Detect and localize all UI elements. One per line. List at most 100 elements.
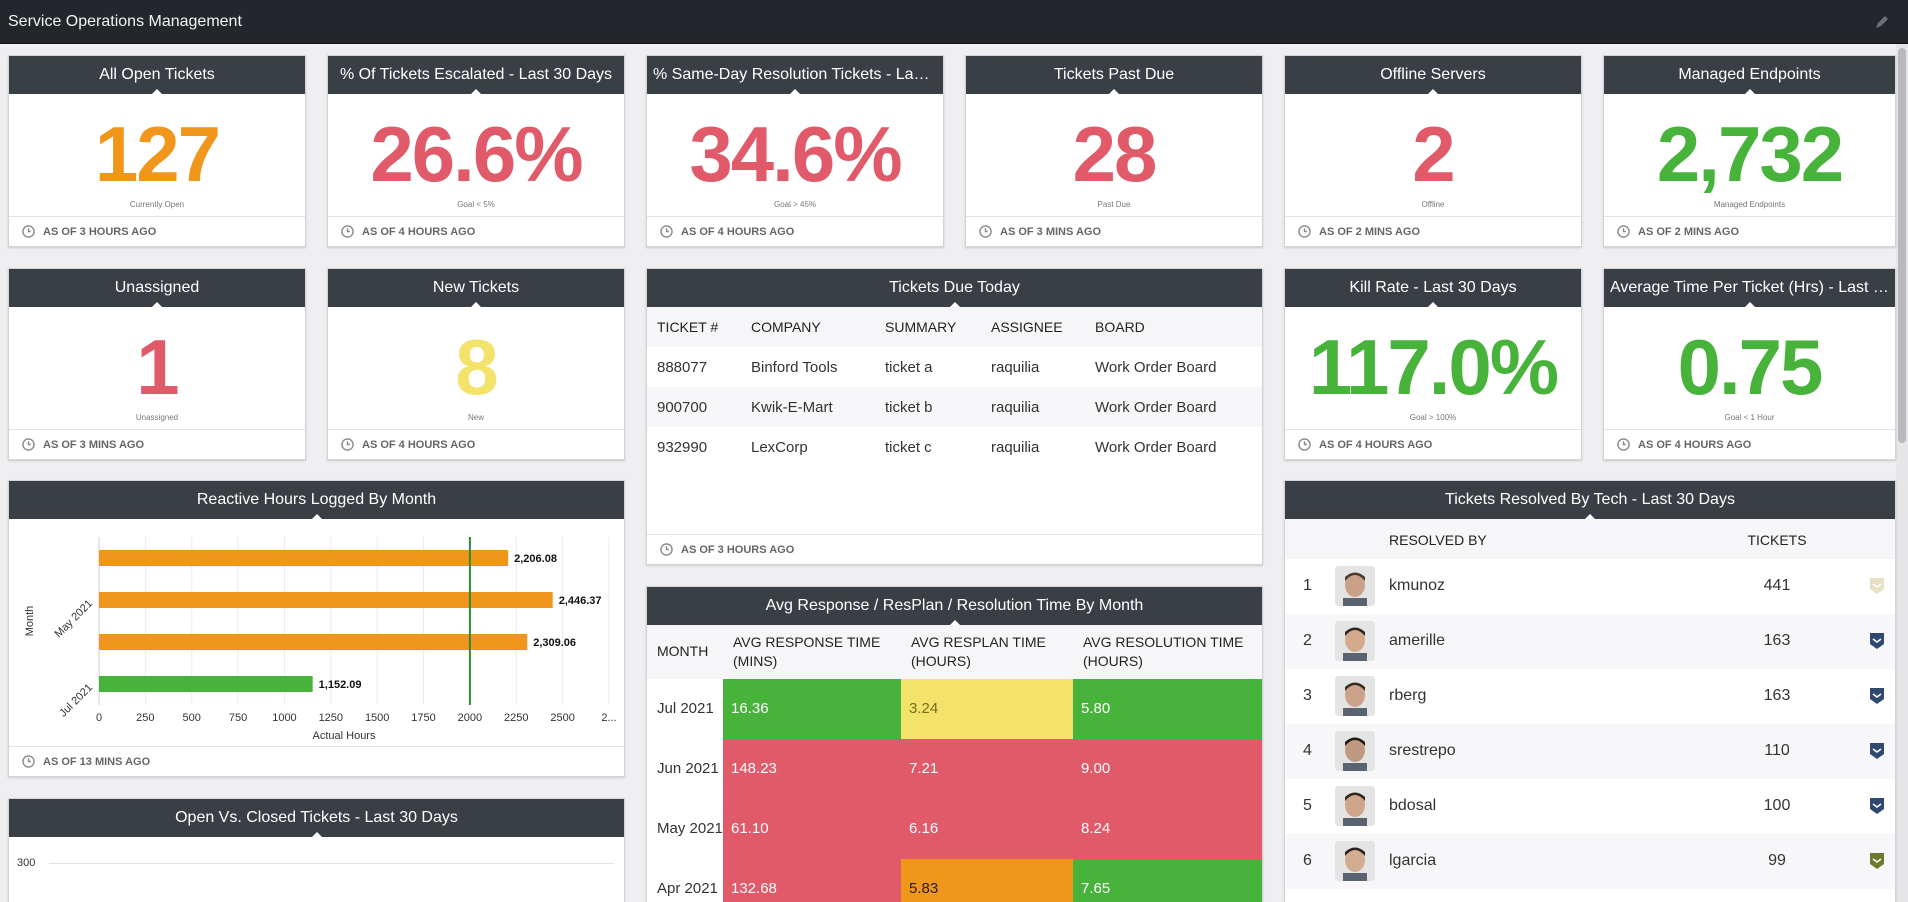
rank-badge-icon [1870,688,1884,704]
clock-icon [979,225,992,238]
month-cell: Apr 2021 [647,859,723,902]
rank: 1 [1303,577,1312,594]
list-item[interactable]: 5 bdosal 100 [1285,779,1895,834]
month-cell: Jun 2021 [647,739,723,799]
panel-title: Reactive Hours Logged By Month [9,481,624,519]
column-header[interactable]: AVG RESOLUTION TIME (HOURS) [1073,625,1262,679]
bar-value-label: 1,152.09 [319,679,362,691]
kpi-value: 28 [1072,110,1158,198]
kpi-subtitle: New [467,413,484,422]
kpi-kill-rate[interactable]: Kill Rate - Last 30 Days 117.0% Goal > 1… [1284,268,1582,460]
last-updated-text: AS OF 3 MINS AGO [43,439,145,451]
kpi-subtitle: Goal < 5% [457,200,495,209]
rank-badge-icon [1870,798,1884,814]
kpi-subtitle: Unassigned [135,413,179,422]
kpi-all-open-tickets[interactable]: All Open Tickets 127 Currently Open AS O… [8,55,306,247]
kpi-title: % Of Tickets Escalated - Last 30 Days [328,56,624,94]
last-updated: AS OF 4 HOURS AGO [328,216,624,246]
table-row[interactable]: Apr 2021 132.68 5.83 7.65 [647,859,1262,902]
list-item[interactable]: 6 lgarcia 99 [1285,834,1895,889]
tickets-due-today-panel: Tickets Due Today TICKET # COMPANY SUMMA… [646,268,1263,565]
clock-icon [660,543,673,556]
bar-value-label: 2,446.37 [559,595,602,607]
kpi-managed-endpoints[interactable]: Managed Endpoints 2,732 Managed Endpoint… [1603,55,1896,247]
column-header[interactable]: RESOLVED BY [1389,532,1487,548]
panel-title: Tickets Resolved By Tech - Last 30 Days [1285,481,1895,519]
column-header[interactable]: TICKETS [1747,532,1807,548]
y-tick-label: Jul 2021 [57,682,95,720]
table-row[interactable]: 932990 LexCorp ticket c raquilia Work Or… [647,427,1262,467]
open-vs-closed-panel: Open Vs. Closed Tickets - Last 30 Days 3… [8,798,625,902]
metric-cell: 6.16 [901,799,1073,859]
board: Work Order Board [1085,387,1262,427]
metric-cell: 8.24 [1073,799,1262,859]
x-tick-label: 2000 [458,712,482,724]
table-header-row: MONTH AVG RESPONSE TIME (MINS) AVG RESPL… [647,625,1262,679]
kpi-value: 8 [455,323,498,411]
kpi-unassigned[interactable]: Unassigned 1 Unassigned AS OF 3 MINS AGO [8,268,306,460]
table-header-row: TICKET # COMPANY SUMMARY ASSIGNEE BOARD [647,307,1262,347]
last-updated: AS OF 4 HOURS AGO [647,216,943,246]
table-row[interactable]: May 2021 61.10 6.16 8.24 [647,799,1262,859]
assignee: raquilia [991,438,1040,456]
ticket-count: 100 [1763,797,1791,814]
kpi-value: 0.75 [1677,323,1824,411]
table-row[interactable]: Jul 2021 16.36 3.24 5.80 [647,679,1262,739]
metric-cell: 16.36 [723,679,901,739]
kpi-title: Offline Servers [1285,56,1581,94]
table-row[interactable]: 900700 Kwik-E-Mart ticket b raquilia Wor… [647,387,1262,427]
clock-icon [1617,438,1630,451]
assignee: raquilia [991,358,1040,376]
kpi-tickets-escalated[interactable]: % Of Tickets Escalated - Last 30 Days 26… [327,55,625,247]
column-header[interactable]: MONTH [647,625,723,679]
kpi-offline-servers[interactable]: Offline Servers 2 Offline AS OF 2 MINS A… [1284,55,1582,247]
metric-cell: 7.21 [901,739,1073,799]
last-updated-text: AS OF 3 HOURS AGO [681,544,795,556]
tech-name: srestrepo [1389,742,1456,759]
list-item[interactable]: 1 kmunoz 441 [1285,559,1895,614]
x-tick-label: 1250 [319,712,343,724]
kpi-same-day-resolution[interactable]: % Same-Day Resolution Tickets - Last ...… [646,55,944,247]
last-updated: AS OF 3 HOURS AGO [9,216,305,246]
avg-response-table: MONTH AVG RESPONSE TIME (MINS) AVG RESPL… [647,625,1262,902]
column-header[interactable]: AVG RESPONSE TIME (MINS) [723,625,901,679]
board: Work Order Board [1095,438,1217,456]
avatar [1335,566,1375,606]
column-header[interactable]: SUMMARY [875,307,981,347]
column-header[interactable]: AVG RESPLAN TIME (HOURS) [901,625,1073,679]
x-tick-label: 2500 [550,712,574,724]
column-header[interactable]: ASSIGNEE [981,307,1085,347]
kpi-tickets-past-due[interactable]: Tickets Past Due 28 Past Due AS OF 3 MIN… [965,55,1263,247]
table-row[interactable]: Jun 2021 148.23 7.21 9.00 [647,739,1262,799]
last-updated-text: AS OF 13 MINS AGO [43,756,151,768]
bar-value-label: 2,206.08 [514,553,557,565]
list-item[interactable]: 4 srestrepo 110 [1285,724,1895,779]
table-row[interactable]: 888077 Binford Tools ticket a raquilia W… [647,347,1262,387]
kpi-value: 127 [94,110,221,198]
last-updated-text: AS OF 4 HOURS AGO [362,226,476,238]
column-header[interactable]: TICKET # [647,307,741,347]
ticket-number: 888077 [657,358,708,376]
edit-icon[interactable] [1874,14,1890,30]
last-updated: AS OF 3 HOURS AGO [647,534,1262,564]
kpi-subtitle: Goal < 1 Hour [1724,413,1775,422]
metric-cell: 5.83 [901,859,1073,902]
kpi-average-time-per-ticket[interactable]: Average Time Per Ticket (Hrs) - Last 3..… [1603,268,1896,460]
column-header[interactable]: BOARD [1085,307,1262,347]
kpi-new-tickets[interactable]: New Tickets 8 New AS OF 4 HOURS AGO [327,268,625,460]
list-item[interactable]: 2 amerille 163 [1285,614,1895,669]
gridline [49,863,614,864]
tech-name: lgarcia [1389,852,1437,869]
column-header[interactable]: COMPANY [741,307,875,347]
scrollbar-thumb[interactable] [1898,48,1906,443]
table-header-row: RESOLVED BY TICKETS [1285,519,1895,559]
y-axis-tick: 300 [17,857,36,869]
metric-cell: 132.68 [723,859,901,902]
company: Binford Tools [751,358,838,376]
list-item[interactable]: 3 rberg 163 [1285,669,1895,724]
reactive-hours-chart: 0 250 500 750 1000 1250 1500 1750 2000 2250 2500 2.… [24,537,617,742]
kpi-title: Kill Rate - Last 30 Days [1285,269,1581,307]
bar [99,592,553,608]
clock-icon [1298,438,1311,451]
last-updated-text: AS OF 4 HOURS AGO [1638,439,1752,451]
